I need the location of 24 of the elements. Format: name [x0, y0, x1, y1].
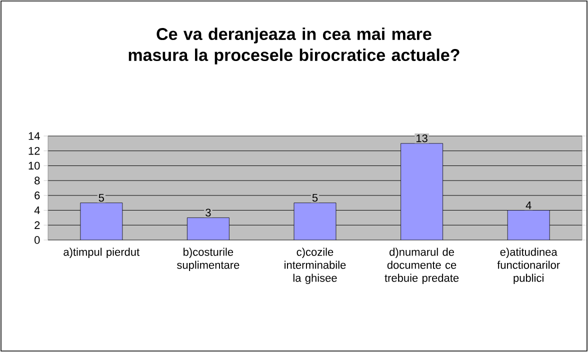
- bar: [80, 202, 123, 240]
- y-tick-label: 8: [34, 176, 40, 184]
- bar: [507, 210, 550, 240]
- bar: [400, 143, 443, 240]
- x-tick-label: e)atitudinea functionarilor publici: [497, 248, 560, 284]
- y-tick-label: 0: [34, 236, 40, 244]
- data-label: 5: [312, 194, 318, 202]
- x-tick-label: d)numarul de documente ce trebuie predate: [384, 248, 459, 284]
- y-tick-label: 6: [34, 192, 40, 200]
- y-tick-label: 2: [34, 221, 40, 229]
- x-tick-label: b)costurile suplimentare: [177, 248, 240, 272]
- y-tick-label: 10: [28, 162, 40, 170]
- data-label: 13: [416, 134, 428, 142]
- bar: [187, 218, 230, 240]
- x-tick-label: c)cozile interminabile la ghisee: [284, 248, 346, 284]
- y-tick-label: 12: [28, 147, 40, 155]
- y-tick-label: 4: [34, 206, 40, 214]
- data-label: 3: [206, 208, 211, 217]
- x-tick-label: a)timpul pierdut: [64, 248, 140, 258]
- data-label: 5: [98, 194, 104, 202]
- y-tick-label: 14: [28, 132, 40, 140]
- chart-title: Ce va deranjeaza in cea mai mare masura la procesele birocratice actuale?: [128, 28, 460, 64]
- bar: [294, 202, 336, 240]
- data-label: 4: [526, 202, 532, 210]
